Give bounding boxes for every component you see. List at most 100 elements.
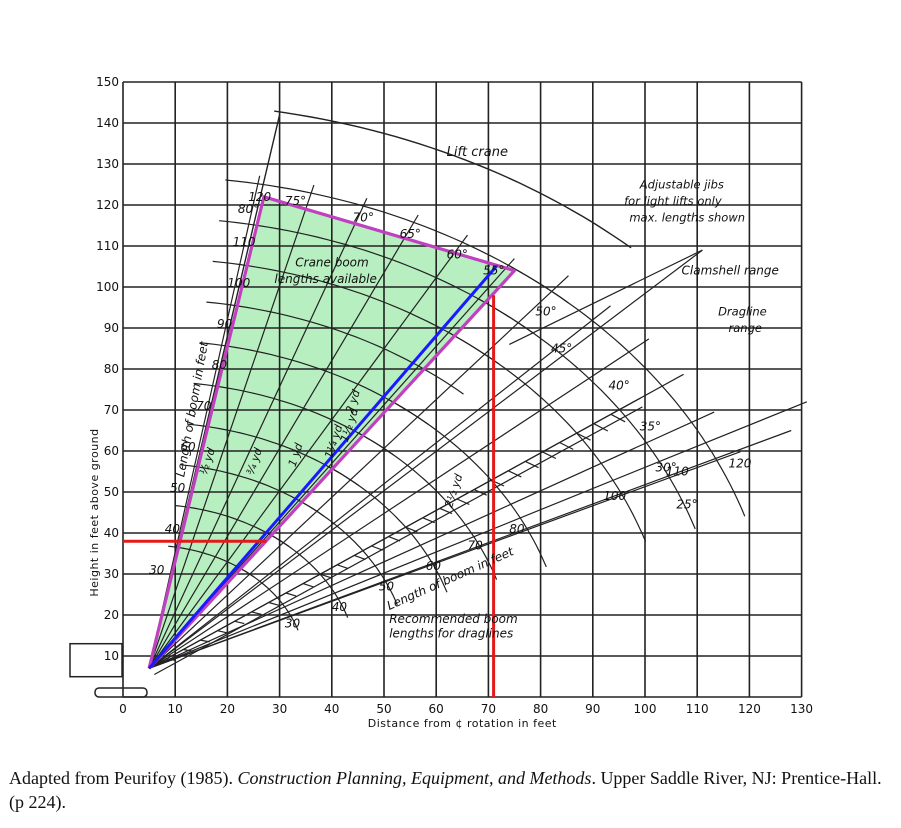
boom-lattice <box>337 564 349 570</box>
x-tick-label: 90 <box>585 702 600 716</box>
crane-boom-label-2: lengths available <box>274 272 376 286</box>
crane-boom-length-label: 100 <box>227 276 250 290</box>
caption-suffix: . Upper Saddle River, NJ: Prentice-Hall.… <box>9 768 882 812</box>
crane-angle-label: 55° <box>483 264 504 278</box>
x-tick-label: 50 <box>376 702 391 716</box>
dragline-boom-length-label: 80 <box>509 522 525 536</box>
x-tick-label: 110 <box>686 702 709 716</box>
boom-angle-radial <box>148 234 468 669</box>
crane-boom-length-label: 60 <box>180 440 196 454</box>
y-tick-label: 130 <box>96 157 119 171</box>
dragline-angle-label: 45° <box>551 342 572 356</box>
lift-crane-range-arc <box>274 110 632 249</box>
boom-angle-radial <box>148 214 419 669</box>
boom-angle-radial <box>148 198 368 669</box>
y-tick-label: 80 <box>104 362 119 376</box>
x-tick-label: 10 <box>168 702 183 716</box>
figure-caption: Adapted from Peurifoy (1985). Constructi… <box>9 766 893 814</box>
dragline-boom-length-label: 70 <box>468 538 484 552</box>
caption-title: Construction Planning, Equipment, and Me… <box>237 768 592 788</box>
y-tick-label: 70 <box>104 403 119 417</box>
dragline-length-arc <box>328 466 448 593</box>
dragline-angle-radial <box>148 275 569 669</box>
machine-tracks <box>94 687 148 698</box>
dragline-angle-label: 35° <box>640 420 661 434</box>
boom-lattice <box>542 451 557 460</box>
dragline-boom-length-label: 110 <box>666 465 689 479</box>
y-tick-label: 20 <box>104 608 119 622</box>
dragline-length-arc <box>268 533 349 618</box>
crane-angle-label: 75° <box>285 194 306 208</box>
lift-crane-label: Lift crane <box>447 145 508 160</box>
boom-lattice <box>251 611 262 615</box>
boom-lattice <box>422 517 435 524</box>
boom-lattice <box>319 573 332 579</box>
boom-lattice <box>371 545 384 551</box>
boom-lattice <box>559 441 574 450</box>
y-tick-label: 150 <box>96 75 119 89</box>
length-of-boom-label-2: Length of boom in feet <box>385 544 517 613</box>
boom-lattice <box>525 460 539 469</box>
dragline-label-2: range <box>729 321 762 335</box>
x-tick-label: 120 <box>738 702 761 716</box>
boom-lattice <box>593 423 609 432</box>
boom-angle-radial <box>148 184 315 669</box>
dragline-angle-radial <box>148 373 684 669</box>
crane-angle-label: 70° <box>353 210 374 224</box>
jib-label-1: Adjustable jibs <box>639 178 724 192</box>
x-tick-label: 40 <box>324 702 339 716</box>
y-tick-label: 40 <box>104 526 119 540</box>
crane-boom-label-1: Crane boom <box>295 256 368 270</box>
boom-lattice <box>302 583 314 588</box>
y-tick-label: 100 <box>96 280 119 294</box>
dragline-length-arc <box>358 432 498 580</box>
y-axis-label: Height in feet above ground <box>88 428 101 596</box>
machine-cab <box>69 642 123 678</box>
crane-boom-length-label: 110 <box>233 235 256 249</box>
y-tick-label: 30 <box>104 567 119 581</box>
x-tick-label: 100 <box>634 702 657 716</box>
x-axis-label: Distance from ¢ rotation in feet <box>368 717 557 730</box>
x-tick-label: 30 <box>272 702 287 716</box>
jib-line <box>148 249 703 669</box>
dragline-boom-length-label: 100 <box>603 489 626 503</box>
dragline-arcs <box>148 264 746 669</box>
dragline-angle-radial <box>148 305 611 669</box>
boom-lattice <box>268 601 280 606</box>
recommended-label-1: Recommended boom <box>389 612 517 626</box>
boom-lattice <box>473 489 487 496</box>
chart: 0 10 20 30 40 50 60 70 80 90 100 110 120 130 10 20 30 40 5… <box>69 75 813 730</box>
x-tick-label: 130 <box>790 702 813 716</box>
dragline-outer <box>148 429 792 669</box>
boom-lattice <box>508 470 522 478</box>
crane-boom-length-label: 90 <box>217 317 233 331</box>
crane-boom-length-label: 50 <box>170 481 186 495</box>
y-tick-label: 10 <box>104 649 119 663</box>
y-tick-label: 60 <box>104 444 119 458</box>
jib-line <box>509 249 703 345</box>
y-tick-label: 140 <box>96 116 119 130</box>
x-tick-label: 70 <box>481 702 496 716</box>
boom-lattice <box>217 630 228 634</box>
dragline-boom-length-label: 40 <box>332 600 348 614</box>
blue-boom-line <box>147 265 498 670</box>
boom-lattice <box>388 536 401 542</box>
dragline-boom-length-label: 120 <box>729 456 752 470</box>
x-tick-label: 20 <box>220 702 235 716</box>
dragline-angle-label: 25° <box>676 497 697 511</box>
dragline-length-arc <box>388 399 547 568</box>
crane-angle-label: 65° <box>400 227 421 241</box>
dragline-length-arc <box>508 264 746 517</box>
y-tick-label: 50 <box>104 485 119 499</box>
boom-lattice <box>456 498 470 505</box>
jib-label-3: max. lengths shown <box>629 210 745 224</box>
jib-lines <box>148 249 808 669</box>
dragline-angle-label: 30° <box>655 461 676 475</box>
bucket-size-label: 2½ yd <box>442 471 465 509</box>
y-tick-label: 110 <box>96 239 119 253</box>
x-tick-label: 60 <box>429 702 444 716</box>
dragline-angle-radial <box>148 411 715 669</box>
boom-lattice <box>439 507 453 515</box>
recommended-label-2: lengths for draglines <box>389 627 513 641</box>
dragline-length-arc <box>478 298 696 530</box>
